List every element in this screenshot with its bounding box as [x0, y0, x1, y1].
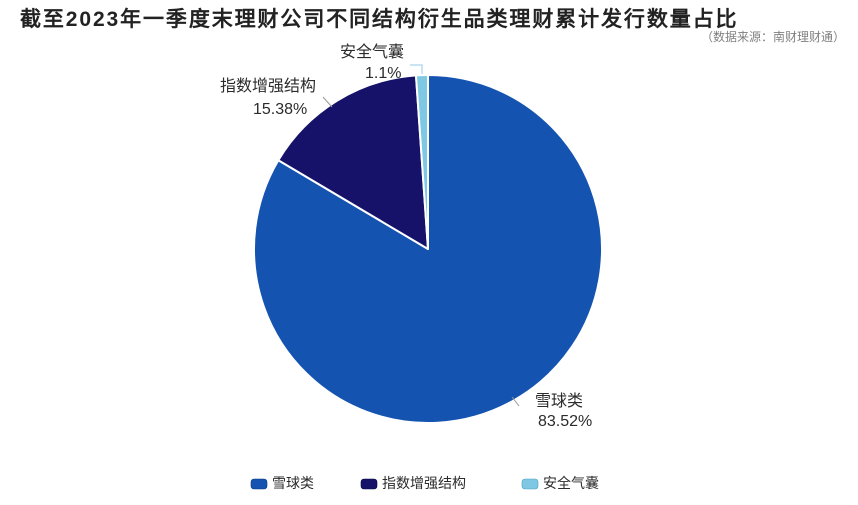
svg-text:1.1%: 1.1% [365, 65, 401, 82]
svg-text:83.52%: 83.52% [538, 413, 592, 430]
svg-text:雪球类: 雪球类 [535, 392, 583, 410]
svg-text:15.38%: 15.38% [253, 101, 307, 118]
svg-text:安全气囊: 安全气囊 [340, 43, 404, 61]
svg-text:指数增强结构: 指数增强结构 [382, 475, 466, 491]
svg-text:安全气囊: 安全气囊 [543, 475, 599, 491]
svg-text:指数增强结构: 指数增强结构 [220, 77, 316, 95]
svg-text:雪球类: 雪球类 [272, 475, 314, 491]
